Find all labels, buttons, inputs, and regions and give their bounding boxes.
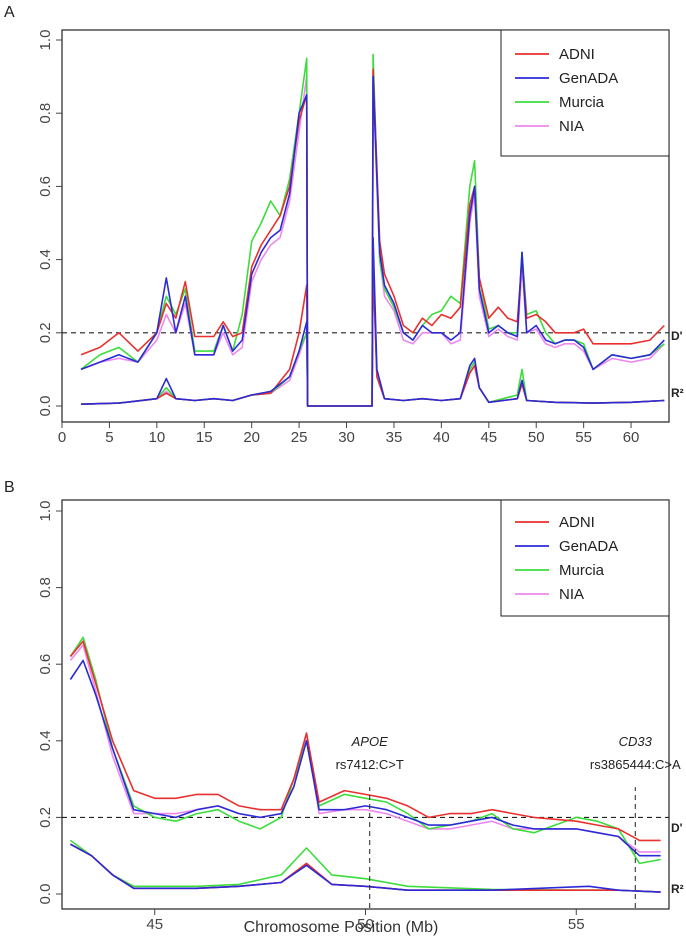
panel-a-legend: ADNI GenADA Murcia NIA bbox=[500, 29, 670, 157]
panel-b-dprime-line-adni bbox=[69, 640, 661, 842]
panel-a-x-tick-label: 50 bbox=[528, 429, 545, 446]
panel-b-annotation-gene-cd33: CD33 bbox=[619, 734, 653, 749]
panel-a-legend-label-murcia: Murcia bbox=[559, 94, 605, 111]
panel-a-x-tick-label: 0 bbox=[58, 429, 66, 446]
panel-a-y-tick-label: 0.6 bbox=[37, 176, 54, 197]
panel-b-annotation-gene-apoe: APOE bbox=[351, 734, 388, 749]
panel-b-y-tick-label: 0.8 bbox=[37, 577, 54, 598]
panel-b-annotation-snp-apoe: rs7412:C>T bbox=[336, 757, 404, 772]
panel-a-x-tick-label: 60 bbox=[623, 429, 640, 446]
panel-a-x-tick-label: 40 bbox=[433, 429, 450, 446]
panel-b-y-tick-label: 0.4 bbox=[37, 730, 54, 751]
panel-b-y-tick-label: 1.0 bbox=[37, 501, 54, 522]
panel-a-plot-frame bbox=[61, 29, 670, 423]
panel-b-legend-label-murcia: Murcia bbox=[559, 562, 605, 579]
panel-a-x-tick-label: 15 bbox=[196, 429, 213, 446]
panel-b-dprime-line-murcia bbox=[69, 636, 661, 865]
panel-a-x-tick-label: 45 bbox=[480, 429, 497, 446]
panel-a-x-tick-label: 5 bbox=[105, 429, 113, 446]
panel-b-legend-label-genada: GenADA bbox=[559, 538, 618, 555]
panel-label-b: B bbox=[4, 479, 15, 496]
panel-b-r2-line-murcia bbox=[69, 839, 661, 893]
panel-a-dprime-line-adni bbox=[80, 68, 665, 407]
panel-b-legend-label-adni: ADNI bbox=[559, 514, 595, 531]
panel-a-legend-label-nia: NIA bbox=[559, 118, 584, 135]
panel-b-x-tick-label: 50 bbox=[357, 916, 374, 933]
panel-b-annotation-snp-cd33: rs3865444:C>A bbox=[590, 757, 681, 772]
panel-b-dprime-line-genada bbox=[69, 659, 661, 857]
panel-a-x-tick-label: 55 bbox=[575, 429, 592, 446]
panel-b-y-tick-label: 0.2 bbox=[37, 807, 54, 828]
panel-a-y-tick-label: 0.0 bbox=[37, 396, 54, 417]
panel-b-r2-line-nia bbox=[70, 843, 661, 893]
panel-a-r2-line-genada bbox=[80, 236, 665, 407]
panel-b-r2-line-genada bbox=[70, 843, 661, 893]
panel-a-x-tick-label: 10 bbox=[149, 429, 166, 446]
panel-a-x-tick-label: 30 bbox=[338, 429, 355, 446]
panel-b-r2-label: R² bbox=[671, 882, 684, 896]
panel-a-dprime-line-genada bbox=[80, 75, 665, 407]
panel-a-dprime-label: D' bbox=[671, 329, 683, 343]
panel-b-dprime-label: D' bbox=[671, 821, 683, 835]
panel-a-y-tick-label: 1.0 bbox=[37, 30, 54, 51]
panel-a-legend-label-genada: GenADA bbox=[559, 70, 618, 87]
panel-b-legend-label-nia: NIA bbox=[559, 586, 584, 603]
panel-b-legend: ADNI GenADA Murcia NIA bbox=[500, 499, 670, 617]
panel-b-x-tick-label: 45 bbox=[146, 916, 163, 933]
panel-a-r2-label: R² bbox=[671, 386, 684, 400]
panel-a-x-tick-label: 35 bbox=[386, 429, 403, 446]
panel-b-chart: 0.0 0.2 0.4 0.6 0.8 1.0 45 50 55 APOE rs7412:C>T… bbox=[37, 499, 684, 933]
panel-label-a: A bbox=[4, 4, 15, 21]
panel-a-legend-label-adni: ADNI bbox=[559, 46, 595, 63]
panel-b-r2-line-adni bbox=[70, 843, 661, 893]
panel-b-y-tick-label: 0.6 bbox=[37, 654, 54, 675]
panel-b-y-tick-label: 0.0 bbox=[37, 884, 54, 905]
panel-a-x-tick-label: 20 bbox=[243, 429, 260, 446]
panel-b-legend-box bbox=[500, 499, 670, 617]
panel-a-legend-box bbox=[500, 29, 670, 157]
panel-a-y-tick-label: 0.4 bbox=[37, 249, 54, 270]
panel-a-x-tick-label: 25 bbox=[291, 429, 308, 446]
panel-b-x-axis-label: Chromosome Position (Mb) bbox=[244, 919, 439, 936]
panel-a-chart: 0.0 0.2 0.4 0.6 0.8 1.0 0 5 10 15 20 25 30 35 40 45 50 5… bbox=[37, 29, 684, 446]
panel-a-y-tick-label: 0.8 bbox=[37, 103, 54, 124]
panel-b-x-tick-label: 55 bbox=[568, 916, 585, 933]
panel-a-y-tick-label: 0.2 bbox=[37, 322, 54, 343]
